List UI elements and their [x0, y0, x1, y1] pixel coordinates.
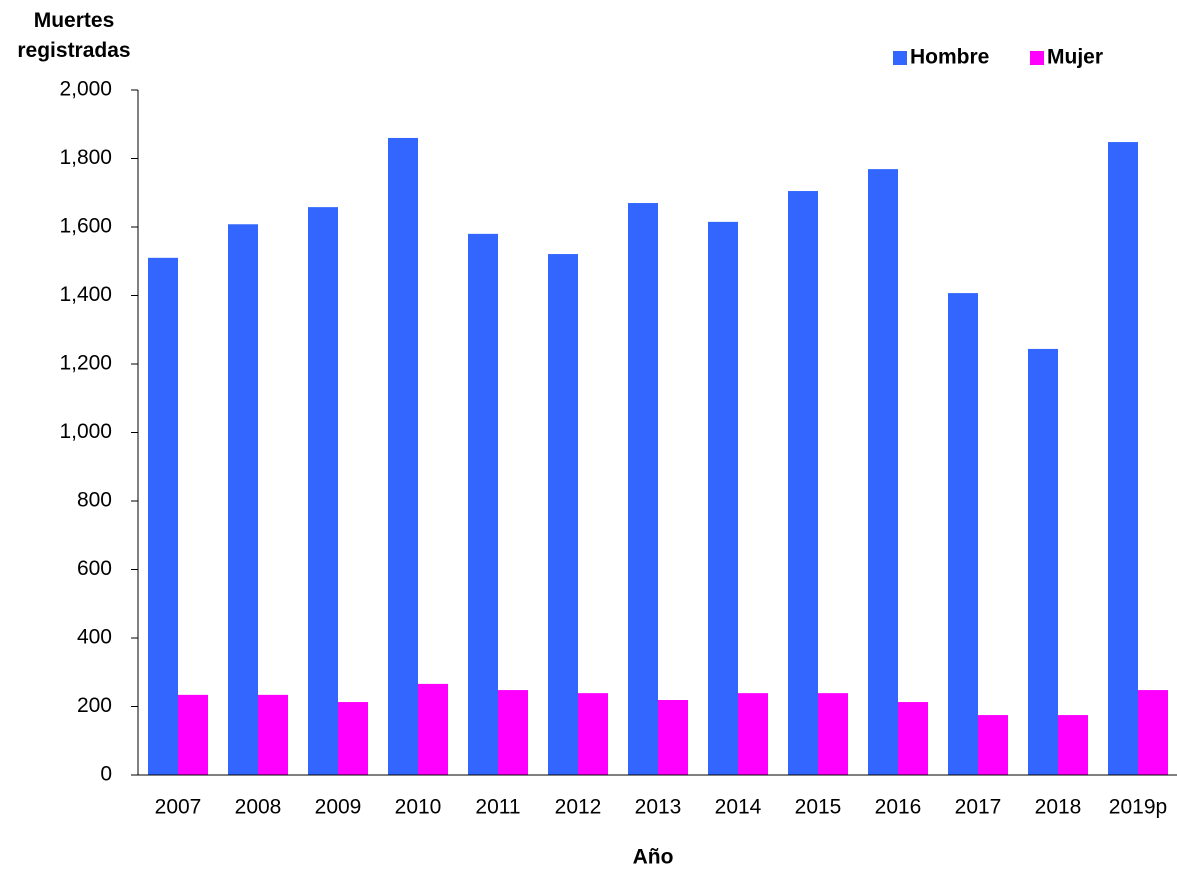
x-tick-label: 2017 [955, 796, 1002, 819]
bar [178, 694, 208, 775]
legend-swatch [1030, 51, 1044, 65]
y-tick-label: 1,400 [59, 283, 112, 306]
x-tick-label: 2010 [395, 796, 442, 819]
y-tick-label: 1,800 [59, 146, 112, 169]
bar [1108, 142, 1138, 775]
x-tick-label: 2009 [315, 796, 362, 819]
y-tick-label: 2,000 [59, 78, 112, 101]
bar [468, 233, 498, 776]
x-tick-label: 2016 [875, 796, 922, 819]
x-tick-label: 2015 [795, 796, 842, 819]
x-tick-label: 2007 [155, 796, 202, 819]
y-tick-label: 0 [100, 763, 112, 786]
x-tick-label: 2014 [715, 796, 762, 819]
y-tick-label: 800 [77, 489, 112, 512]
bar [498, 690, 528, 775]
bar [1028, 348, 1058, 775]
y-tick-label: 1,000 [59, 420, 112, 443]
y-tick-label: 200 [77, 694, 112, 717]
bar [788, 191, 818, 776]
bar [948, 293, 978, 775]
x-tick-label: 2012 [555, 796, 602, 819]
bar [308, 207, 338, 775]
bar [1058, 715, 1088, 775]
bar [1138, 690, 1168, 775]
x-tick-label: 2011 [475, 796, 520, 819]
bar [628, 203, 658, 775]
bar [658, 699, 688, 775]
bar [548, 254, 578, 775]
y-tick-label: 1,200 [59, 352, 112, 375]
bar [818, 693, 848, 775]
bar [258, 694, 288, 775]
bar [978, 715, 1008, 775]
x-tick-label: 2008 [235, 796, 282, 819]
x-axis-title: Año [633, 846, 674, 869]
x-tick-label: 2018 [1035, 796, 1082, 819]
bar [388, 137, 418, 775]
y-tick-label: 400 [77, 626, 112, 649]
y-tick-label: 1,600 [59, 215, 112, 238]
legend-label: Mujer [1047, 46, 1103, 69]
bar [898, 702, 928, 775]
legend-swatch [893, 51, 907, 65]
bar [338, 702, 368, 775]
bar [148, 257, 178, 775]
legend-label: Hombre [910, 46, 989, 69]
bar [228, 224, 258, 775]
x-tick-label: 2013 [635, 796, 682, 819]
bar [578, 693, 608, 775]
y-tick-label: 600 [77, 557, 112, 580]
x-tick-label: 2019p [1109, 796, 1167, 819]
bar [708, 221, 738, 776]
y-axis-title: Muertes registradas [17, 9, 131, 62]
bar [418, 683, 448, 775]
bar [738, 693, 768, 775]
bar [868, 169, 898, 775]
